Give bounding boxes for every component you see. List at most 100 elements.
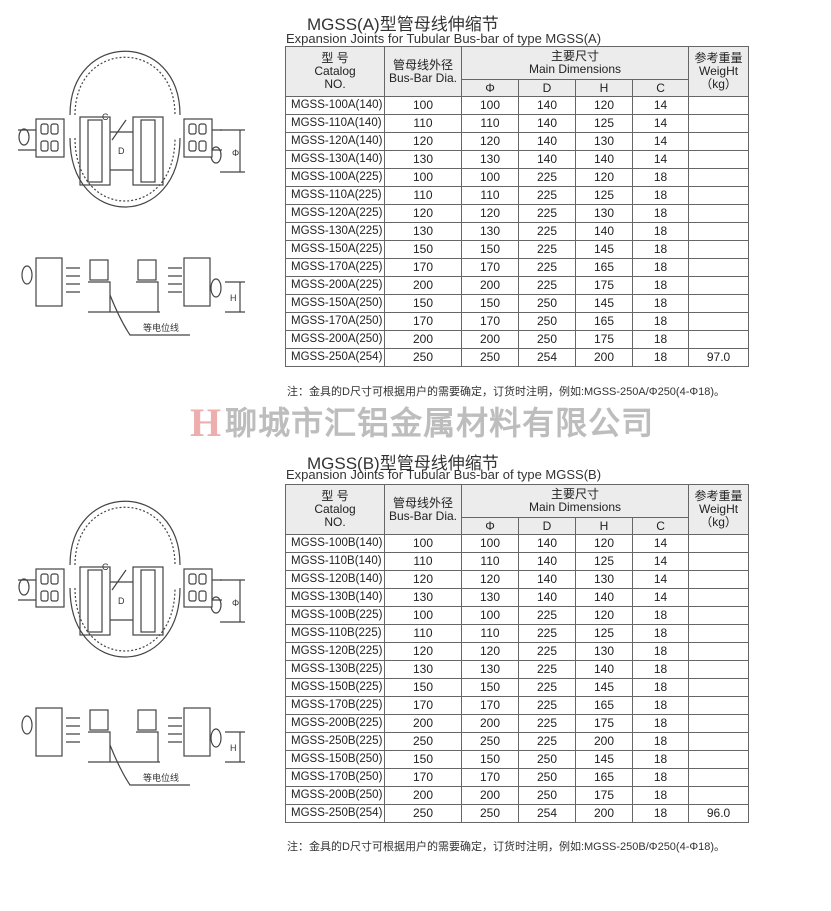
table-cell: 130 [384, 222, 462, 241]
table-row: MGSS-100B(140) 100 100 140 120 14 [285, 534, 750, 553]
table-cell: 130 [461, 588, 519, 607]
table-cell: 110 [461, 114, 519, 133]
table-cell: MGSS-100B(225) [285, 606, 385, 625]
header-main-dimensions: 主要尺寸 Main Dimensions [460, 46, 690, 80]
label-equipotential-wire: 等电位线 [143, 322, 179, 333]
table-cell: 18 [631, 186, 690, 205]
table-cell: 200 [575, 732, 633, 751]
table-cell: 200 [384, 714, 462, 733]
table-cell: MGSS-200B(250) [285, 786, 385, 805]
table-cell: MGSS-110A(140) [285, 114, 385, 133]
table-cell: 140 [518, 570, 576, 589]
table-row: MGSS-250B(225) 250 250 225 200 18 [285, 732, 750, 751]
table-cell: 18 [631, 204, 690, 223]
table-cell [688, 750, 750, 769]
table-cell: 225 [518, 714, 576, 733]
table-cell: 110 [461, 552, 519, 571]
table-cell [688, 312, 750, 331]
table-cell: MGSS-170A(250) [285, 312, 385, 331]
table-cell: 140 [575, 588, 633, 607]
table-cell: 170 [461, 258, 519, 277]
label-d: D [118, 596, 125, 606]
table-row: MGSS-150B(225) 150 150 225 145 18 [285, 678, 750, 697]
header-catalog-line: 型 号 [321, 489, 349, 503]
table-cell: 120 [384, 642, 462, 661]
table-cell: 140 [518, 132, 576, 151]
table-cell: 250 [461, 348, 519, 367]
table-cell: 140 [518, 534, 576, 553]
table-cell: 150 [461, 240, 519, 259]
header-main-line: Main Dimensions [529, 62, 622, 76]
table-cell: 18 [631, 750, 690, 769]
table-cell [688, 570, 750, 589]
table-cell: MGSS-120B(225) [285, 642, 385, 661]
table-row: MGSS-110A(225) 110 110 225 125 18 [285, 186, 750, 205]
section-a-drawing: C D Φ H 等电位线 [18, 50, 245, 336]
table-cell: MGSS-100A(140) [285, 96, 385, 115]
header-catalog-line: NO. [324, 515, 346, 529]
table-cell: 120 [461, 570, 519, 589]
table-row: MGSS-200B(250) 200 200 250 175 18 [285, 786, 750, 805]
table-cell: 200 [461, 714, 519, 733]
header-catalog: 型 号 Catalog NO. [285, 484, 385, 535]
header-dia-line: 管母线外径 [392, 495, 453, 510]
table-cell: 100 [384, 606, 462, 625]
table-cell [688, 132, 750, 151]
table-cell: 200 [461, 330, 519, 349]
table-cell: 200 [384, 330, 462, 349]
table-cell: 250 [461, 804, 519, 823]
table-cell: 150 [461, 678, 519, 697]
table-row: MGSS-120B(140) 120 120 140 130 14 [285, 570, 750, 589]
table-cell: MGSS-120A(140) [285, 132, 385, 151]
table-cell: 110 [461, 624, 519, 643]
table-cell: 96.0 [688, 804, 750, 823]
table-cell: 130 [461, 660, 519, 679]
table-cell: 18 [631, 294, 690, 313]
header-dia-line: Bus-Bar Dia. [388, 70, 458, 85]
table-row: MGSS-130A(140) 130 130 140 140 14 [285, 150, 750, 169]
header-main-line: 主要尺寸 [551, 49, 600, 63]
table-cell: 140 [518, 96, 576, 115]
table-cell [688, 678, 750, 697]
table-cell: MGSS-130A(225) [285, 222, 385, 241]
section-b-table: 型 号 Catalog NO. 管母线外径 Bus-Bar Dia. 主要尺寸 Main… [285, 484, 750, 823]
table-row: MGSS-130A(225) 130 130 225 140 18 [285, 222, 750, 241]
table-cell: 18 [631, 624, 690, 643]
header-weight-line: 参考重量 [694, 489, 743, 503]
table-cell: 18 [631, 258, 690, 277]
header-catalog-line: Catalog [314, 64, 356, 78]
table-cell: 130 [384, 150, 462, 169]
table-cell: 120 [384, 132, 462, 151]
table-cell: 130 [575, 570, 633, 589]
table-cell: MGSS-170B(225) [285, 696, 385, 715]
header-dia: 管母线外径 Bus-Bar Dia. [384, 46, 462, 97]
table-cell: 250 [518, 786, 576, 805]
table-cell: 140 [518, 114, 576, 133]
table-cell: MGSS-110B(225) [285, 624, 385, 643]
table-cell: 250 [461, 732, 519, 751]
section-b-subtitle: Expansion Joints for Tubular Bus-bar of … [286, 467, 602, 482]
table-cell: 200 [461, 786, 519, 805]
table-cell: 250 [518, 330, 576, 349]
table-cell: 175 [575, 276, 633, 295]
table-cell: 120 [461, 132, 519, 151]
table-cell: 18 [631, 714, 690, 733]
table-cell: 110 [384, 552, 462, 571]
table-cell: 225 [518, 240, 576, 259]
table-cell: 14 [631, 114, 690, 133]
table-cell: 18 [631, 642, 690, 661]
table-cell: MGSS-150A(225) [285, 240, 385, 259]
table-cell: 150 [384, 240, 462, 259]
table-cell: 110 [384, 114, 462, 133]
table-cell: 120 [575, 96, 633, 115]
section-a-table: 型 号 Catalog NO. 管母线外径 Bus-Bar Dia. 主要尺寸 Main… [285, 46, 750, 367]
table-cell [688, 642, 750, 661]
table-cell: 110 [384, 186, 462, 205]
table-cell [688, 588, 750, 607]
section-a-title: MGSS(A)型管母线伸缩节 [307, 15, 499, 34]
table-cell: MGSS-120B(140) [285, 570, 385, 589]
label-h: H [230, 743, 237, 753]
table-row: MGSS-120B(225) 120 120 225 130 18 [285, 642, 750, 661]
table-row: MGSS-150A(225) 150 150 225 145 18 [285, 240, 750, 259]
table-row: MGSS-200A(225) 200 200 225 175 18 [285, 276, 750, 295]
